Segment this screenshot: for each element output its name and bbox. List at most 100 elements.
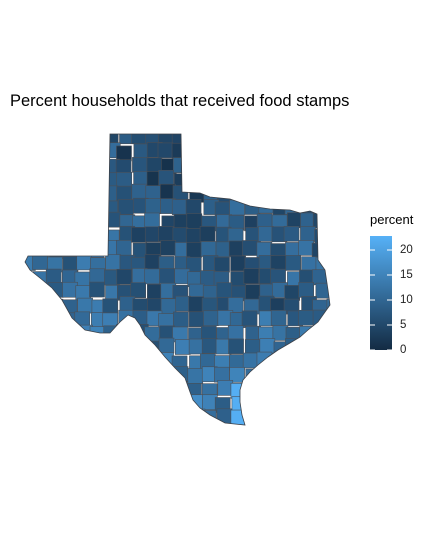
county-cell <box>256 241 273 258</box>
county-cell <box>244 411 261 425</box>
county-cell <box>300 366 316 383</box>
county-cell <box>46 197 63 214</box>
county-cell <box>144 268 160 285</box>
county-cell <box>158 396 174 412</box>
county-cell <box>227 325 244 341</box>
county-cell <box>297 383 314 399</box>
county-cell <box>286 187 302 204</box>
county-cell <box>231 396 248 413</box>
county-cell <box>147 283 163 300</box>
county-cell <box>299 397 316 413</box>
county-cell <box>115 365 132 382</box>
county-cell <box>118 309 135 326</box>
county-cell <box>188 296 205 312</box>
county-cell <box>186 213 203 229</box>
county-cell <box>131 366 148 383</box>
county-cell <box>185 199 202 215</box>
county-cell <box>286 394 303 411</box>
county-cell <box>88 380 105 397</box>
county-cell <box>272 142 288 159</box>
county-cell <box>314 394 330 410</box>
county-cell <box>88 185 104 202</box>
county-cell <box>34 340 51 357</box>
county-cell <box>48 409 65 425</box>
county-cell <box>216 170 232 187</box>
county-cell <box>270 255 287 271</box>
county-cell <box>118 341 135 358</box>
county-cell <box>144 369 161 385</box>
county-cell <box>213 143 230 159</box>
county-cell <box>199 270 216 286</box>
legend-title: percent <box>370 212 414 227</box>
county-cell <box>243 170 260 187</box>
county-cell <box>284 156 300 173</box>
county-cell <box>62 281 78 298</box>
county-cell <box>283 366 300 383</box>
county-cell <box>32 298 49 314</box>
county-cell <box>76 339 92 356</box>
county-cell <box>285 171 302 188</box>
county-cell <box>284 380 300 397</box>
county-cell <box>131 183 148 200</box>
county-cell <box>158 226 174 242</box>
county-cell <box>326 407 330 424</box>
county-cell <box>270 410 287 425</box>
county-cell <box>90 395 107 412</box>
county-cell <box>216 186 233 203</box>
county-cell <box>272 423 289 425</box>
county-cell <box>158 170 174 186</box>
legend-tick-label: 10 <box>400 294 413 306</box>
county-cell <box>200 410 217 425</box>
county-cell <box>283 225 300 242</box>
county-cell <box>200 156 216 172</box>
county-cell <box>298 282 314 298</box>
county-cell <box>32 254 48 270</box>
county-cell <box>63 159 79 175</box>
county-cell <box>33 368 49 385</box>
county-cell <box>216 408 233 425</box>
county-cell <box>329 285 330 301</box>
county-cell <box>32 198 48 215</box>
county-cell <box>90 410 107 425</box>
county-cell <box>299 169 315 186</box>
county-cell <box>147 423 164 425</box>
county-cell <box>25 369 35 386</box>
county-cell <box>102 134 119 145</box>
county-cell <box>255 411 272 425</box>
county-cell <box>327 422 330 425</box>
county-cell <box>185 228 202 244</box>
county-cell <box>25 281 37 298</box>
county-cell <box>315 381 330 398</box>
county-cell <box>314 228 330 245</box>
county-cell <box>116 172 133 188</box>
county-cell <box>46 226 62 243</box>
county-cell <box>158 410 174 425</box>
county-cell <box>116 423 133 425</box>
county-cell <box>200 424 217 425</box>
county-cell <box>48 422 65 425</box>
county-cell <box>103 369 120 385</box>
county-cell <box>326 381 330 398</box>
county-cell <box>242 158 258 174</box>
county-cell <box>272 325 289 341</box>
county-cell <box>133 143 150 160</box>
county-cell <box>175 426 190 441</box>
county-cell <box>74 215 91 231</box>
county-cell <box>45 352 62 368</box>
county-cell <box>286 134 302 146</box>
county-cell <box>45 184 62 201</box>
county-cell <box>287 354 304 371</box>
county-cell <box>186 241 202 258</box>
county-cell <box>132 408 149 425</box>
county-cell <box>89 326 106 342</box>
county-cell <box>25 197 35 214</box>
county-cell <box>273 134 289 147</box>
county-cell <box>102 185 119 202</box>
county-cell <box>199 226 216 242</box>
county-cell <box>34 283 51 300</box>
county-cell <box>25 327 34 343</box>
county-cell <box>328 199 330 216</box>
county-cell <box>172 185 189 201</box>
county-cell <box>76 254 93 271</box>
county-cell <box>33 409 50 425</box>
